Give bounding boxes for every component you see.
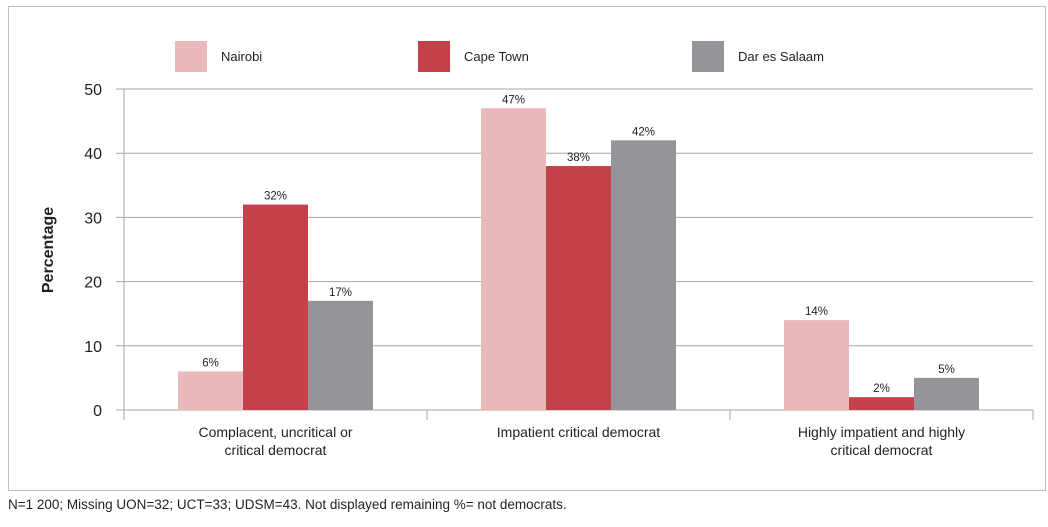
x-category-label: critical democrat — [225, 442, 327, 458]
data-label: 32% — [264, 191, 287, 203]
data-label: 47% — [502, 94, 525, 106]
y-tick-label: 0 — [93, 403, 102, 420]
data-label: 38% — [567, 152, 590, 164]
bar — [243, 204, 308, 410]
chart-frame — [8, 6, 1046, 491]
legend-swatch — [418, 41, 450, 72]
data-label: 2% — [873, 383, 890, 395]
data-label: 14% — [805, 306, 828, 318]
data-label: 17% — [329, 287, 352, 299]
y-tick-label: 40 — [84, 146, 102, 163]
bar — [481, 108, 546, 410]
data-label: 5% — [938, 364, 955, 376]
x-category-label: Highly impatient and highly — [798, 424, 965, 440]
bar — [914, 377, 979, 410]
x-category-label: critical democrat — [831, 442, 933, 458]
bar — [546, 166, 611, 410]
y-tick-label: 10 — [84, 339, 102, 356]
y-axis-title: Percentage — [40, 207, 57, 293]
data-label: 42% — [632, 126, 655, 138]
legend-swatch — [175, 41, 207, 72]
legend-swatch — [692, 41, 724, 72]
bar — [784, 320, 849, 410]
x-category-label: Complacent, uncritical or — [198, 424, 352, 440]
bar — [849, 397, 914, 410]
legend-label: Nairobi — [221, 49, 262, 64]
y-tick-label: 50 — [84, 82, 102, 99]
chart-footnote: N=1 200; Missing UON=32; UCT=33; UDSM=43… — [8, 497, 567, 512]
bar — [611, 140, 676, 411]
data-label: 6% — [202, 357, 219, 369]
y-tick-label: 30 — [84, 210, 102, 227]
legend-label: Cape Town — [464, 49, 529, 64]
legend-label: Dar es Salaam — [738, 49, 824, 64]
x-category-label: Impatient critical democrat — [497, 424, 661, 440]
bar — [178, 371, 243, 410]
bar — [308, 300, 373, 410]
y-tick-label: 20 — [84, 275, 102, 292]
